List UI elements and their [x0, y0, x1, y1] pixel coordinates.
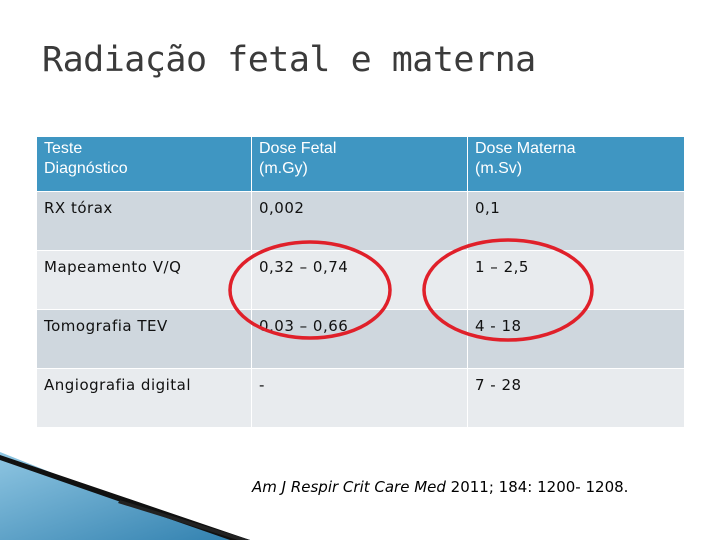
corner-blue-shape	[0, 452, 250, 540]
cell-test: Angiografia digital	[36, 368, 252, 428]
table-row: RX tórax 0,002 0,1	[36, 191, 685, 251]
header-dose-fetal-line1: Dose Fetal	[259, 140, 337, 157]
dose-table: Teste Diagnóstico Dose Fetal (m.Gy) Dose…	[36, 136, 685, 428]
header-teste-line2: Diagnóstico	[44, 160, 128, 177]
header-dose-fetal-line2: (m.Gy)	[259, 160, 308, 177]
slide-title: Radiação fetal e materna	[42, 40, 536, 80]
cell-fetal: 0,03 – 0,66	[251, 309, 468, 369]
cell-test: RX tórax	[36, 191, 252, 251]
table-row: Mapeamento V/Q 0,32 – 0,74 1 – 2,5	[36, 250, 685, 310]
header-teste-line1: Teste	[44, 140, 83, 157]
cell-materna: 0,1	[467, 191, 685, 251]
table-row: Tomografia TEV 0,03 – 0,66 4 - 18	[36, 309, 685, 369]
cell-test: Mapeamento V/Q	[36, 250, 252, 310]
table-row: Angiografia digital - 7 - 28	[36, 368, 685, 428]
header-dose-fetal: Dose Fetal (m.Gy)	[251, 136, 468, 192]
cell-fetal: 0,32 – 0,74	[251, 250, 468, 310]
corner-dark-stroke	[0, 455, 250, 540]
cell-materna: 7 - 28	[467, 368, 685, 428]
cell-fetal: 0,002	[251, 191, 468, 251]
cell-fetal: -	[251, 368, 468, 428]
header-teste: Teste Diagnóstico	[36, 136, 252, 192]
citation-details: 2011; 184: 1200- 1208.	[445, 478, 629, 496]
header-dose-materna: Dose Materna (m.Sv)	[467, 136, 685, 192]
header-dose-materna-line1: Dose Materna	[475, 140, 576, 157]
cell-materna: 1 – 2,5	[467, 250, 685, 310]
corner-dark-stroke-2	[118, 500, 250, 540]
header-dose-materna-line2: (m.Sv)	[475, 160, 523, 177]
cell-materna: 4 - 18	[467, 309, 685, 369]
citation: Am J Respir Crit Care Med 2011; 184: 120…	[252, 478, 628, 496]
table-header-row: Teste Diagnóstico Dose Fetal (m.Gy) Dose…	[36, 136, 685, 192]
citation-journal: Am J Respir Crit Care Med	[252, 478, 446, 496]
cell-test: Tomografia TEV	[36, 309, 252, 369]
